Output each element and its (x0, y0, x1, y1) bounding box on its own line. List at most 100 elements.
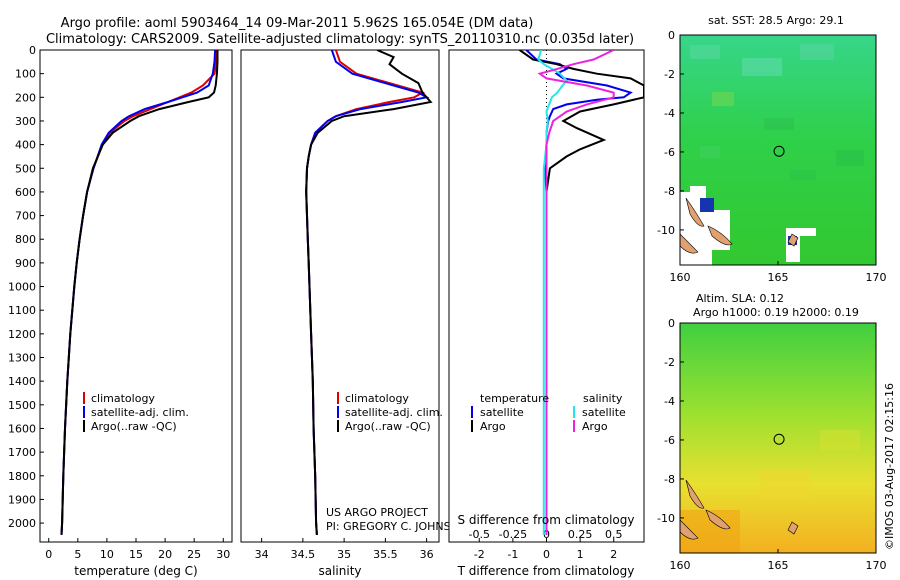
sst-map-axes: 0 -2 -4 -6 -8 -10 160 165 170 (657, 29, 886, 284)
legend-label-satellite-adj: satellite-adj. clim. (345, 406, 443, 419)
difference-top-label: S difference from climatology (458, 513, 635, 527)
legend-title-temperature: temperature (480, 392, 549, 405)
salinity-panel: 34 34.5 35 35.5 36 salinity climatology sate… (240, 49, 467, 578)
legend-label-t-argo: Argo (480, 420, 506, 433)
difference-legend: temperature salinity satellite Argo sate… (471, 392, 626, 433)
y-tick-label: 1700 (8, 446, 36, 459)
sst-land-mask (679, 186, 816, 265)
legend-label-satellite-adj: satellite-adj. clim. (91, 406, 189, 419)
sla-map: Altim. SLA: 0.12 Argo h1000: 0.19 h2000:… (657, 292, 886, 572)
legend-label-argo: Argo(..raw -QC) (91, 420, 177, 433)
x-tick-label: -1 (507, 548, 518, 561)
depth-axis: 0 100 200 300 400 500 600 700 800 900 1000 1100 1200… (8, 44, 44, 530)
x-tick-label: -2 (474, 548, 485, 561)
y-tick-label: 0 (29, 44, 36, 57)
map-y-tick-label: -4 (664, 395, 675, 408)
x-tick-label: 20 (158, 548, 172, 561)
difference-profiles (519, 50, 644, 542)
top-tick-label: 0.25 (568, 528, 593, 541)
sst-cold-patch (700, 198, 714, 212)
copyright-label: ©IMOS 03-Aug-2017 02:15:16 (883, 383, 896, 550)
map-y-tick-label: 0 (668, 317, 675, 330)
salinity-axes-box (240, 49, 440, 543)
x-tick-label: 10 (100, 548, 114, 561)
sst-texture (690, 44, 864, 180)
x-tick-label: 36 (420, 548, 434, 561)
y-tick-label: 900 (15, 257, 36, 270)
difference-xlabel: T difference from climatology (457, 564, 635, 578)
legend-label-argo: Argo(..raw -QC) (345, 420, 431, 433)
y-tick-label: 1200 (8, 328, 36, 341)
temperature-x-axis: 0 5 10 15 20 25 30 (45, 538, 230, 561)
map-y-tick-label: -2 (664, 356, 675, 369)
y-tick-label: 1000 (8, 281, 36, 294)
temperature-axes-box (39, 49, 233, 543)
x-tick-label: 5 (74, 548, 81, 561)
x-tick-label: 2 (610, 548, 617, 561)
map-y-tick-label: -8 (664, 473, 675, 486)
map-y-tick-label: 0 (668, 29, 675, 42)
y-tick-label: 1600 (8, 422, 36, 435)
sst-map: sat. SST: 28.5 Argo: 29.1 0 -2 -4 -6 -8 -10 16… (657, 14, 886, 284)
map-x-tick-label: 160 (670, 271, 691, 284)
x-tick-label: 34.5 (291, 548, 316, 561)
pi-annotation: PI: GREGORY C. JOHNSON (326, 520, 467, 533)
sst-map-title: sat. SST: 28.5 Argo: 29.1 (708, 14, 844, 27)
y-tick-label: 500 (15, 162, 36, 175)
temperature-profiles (60, 50, 219, 535)
x-tick-label: 0 (543, 548, 550, 561)
x-tick-label: 34 (255, 548, 269, 561)
y-tick-label: 1900 (8, 493, 36, 506)
x-tick-label: 35 (337, 548, 351, 561)
float-position-marker (773, 145, 785, 157)
map-x-tick-label: 165 (768, 271, 789, 284)
map-x-tick-label: 170 (866, 271, 887, 284)
x-tick-label: 15 (129, 548, 143, 561)
temperature-xlabel: temperature (deg C) (74, 564, 197, 578)
y-tick-label: 100 (15, 68, 36, 81)
y-tick-label: 1400 (8, 375, 36, 388)
x-tick-label: 1 (577, 548, 584, 561)
series-s-argo (537, 50, 615, 535)
y-tick-label: 800 (15, 233, 36, 246)
series-argo-raw-qc- (60, 50, 219, 535)
map-y-tick-label: -4 (664, 107, 675, 120)
series-argo-raw-qc- (305, 50, 433, 535)
y-tick-label: 600 (15, 186, 36, 199)
y-tick-label: 200 (15, 91, 36, 104)
top-tick-label: -0.25 (499, 528, 527, 541)
y-tick-label: 300 (15, 115, 36, 128)
legend-label-s-argo: Argo (582, 420, 608, 433)
difference-x-axis: -2 -1 0 1 2 (474, 538, 617, 561)
legend-label-climatology: climatology (345, 392, 409, 405)
y-tick-label: 1300 (8, 352, 36, 365)
top-tick-label: 0.5 (605, 528, 623, 541)
y-tick-label: 700 (15, 210, 36, 223)
sla-land (679, 479, 799, 540)
map-y-tick-label: -6 (664, 434, 675, 447)
map-y-tick-label: -8 (664, 185, 675, 198)
salinity-x-axis: 34 34.5 35 35.5 36 (255, 538, 434, 561)
float-position-marker (773, 433, 785, 445)
y-tick-label: 1800 (8, 470, 36, 483)
salinity-profiles (305, 50, 433, 535)
legend-label-t-satellite: satellite (480, 406, 524, 419)
temperature-legend: climatology satellite-adj. clim. Argo(..… (83, 392, 189, 433)
x-tick-label: 35.5 (373, 548, 398, 561)
map-x-tick-label: 160 (670, 559, 691, 572)
legend-label-s-satellite: satellite (582, 406, 626, 419)
x-tick-label: 25 (187, 548, 201, 561)
salinity-xlabel: salinity (318, 564, 361, 578)
map-x-tick-label: 165 (768, 559, 789, 572)
project-annotation: US ARGO PROJECT (326, 506, 428, 519)
map-y-tick-label: -10 (657, 512, 675, 525)
header-line1: Argo profile: aoml 5903464_14 09-Mar-201… (61, 16, 534, 31)
sla-map-title-2: Argo h1000: 0.19 h2000: 0.19 (693, 306, 859, 319)
y-tick-label: 2000 (8, 517, 36, 530)
map-y-tick-label: -6 (664, 146, 675, 159)
top-tick-label: -0.5 (469, 528, 490, 541)
temperature-panel: 0100200300400500600700800900100011001200… (8, 44, 233, 578)
y-tick-label: 400 (15, 139, 36, 152)
salinity-legend: climatology satellite-adj. clim. Argo(..… (337, 392, 443, 433)
